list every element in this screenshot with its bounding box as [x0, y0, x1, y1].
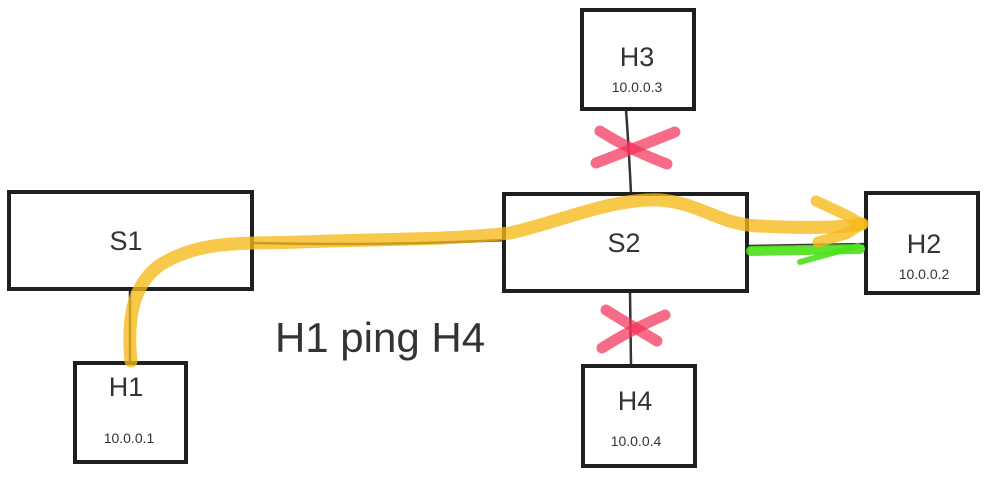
host-h2-ip: 10.0.0.2: [899, 266, 950, 282]
switch-s2-label: S2: [607, 228, 640, 258]
host-h1-ip: 10.0.0.1: [104, 430, 155, 446]
host-h1-label: H1: [109, 372, 144, 402]
host-h4: H4 10.0.0.4: [581, 364, 697, 468]
host-h3-ip: 10.0.0.3: [612, 79, 663, 95]
host-h2: H2 10.0.0.2: [864, 191, 980, 295]
host-h1: H1 10.0.0.1: [73, 361, 188, 464]
host-h1-box: [73, 361, 188, 464]
switch-s1-label: S1: [109, 226, 142, 256]
switch-s1: S1: [7, 190, 254, 291]
host-h2-box: [864, 191, 980, 295]
active-link-s2-h2-highlight-stroke2: [797, 243, 861, 265]
blocked-link-s2-h3-x-mark: [590, 125, 681, 170]
ping-path-highlight: [123, 193, 869, 368]
host-h4-box: [581, 364, 697, 468]
host-h3-label: H3: [620, 42, 655, 72]
ping-path-arrowhead: [810, 195, 868, 248]
annotations: [123, 125, 869, 368]
host-h2-label: H2: [907, 229, 942, 259]
host-h3-box: [580, 8, 696, 111]
host-h4-ip: 10.0.0.4: [611, 433, 662, 449]
host-h3: H3 10.0.0.3: [580, 8, 696, 111]
diagram-caption: H1 ping H4: [275, 314, 485, 361]
blocked-link-s2-h4-x-mark: [596, 304, 671, 354]
host-h4-label: H4: [618, 386, 653, 416]
